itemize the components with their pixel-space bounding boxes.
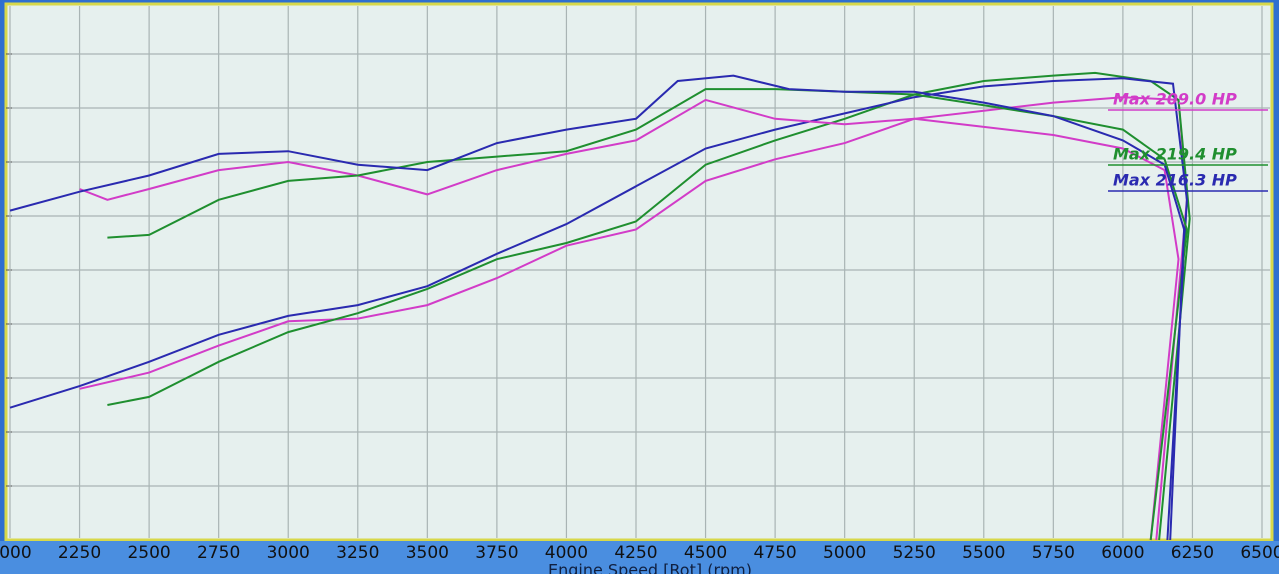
- grid: [6, 6, 1270, 538]
- x-tick-label: 6500: [1240, 543, 1279, 563]
- x-tick-label: 3500: [406, 543, 449, 563]
- legend: Max 209.0 HP Max 219.4 HP Max 216.3 HP: [1108, 90, 1268, 192]
- legend-label: Max 209.0 HP: [1113, 90, 1237, 109]
- series-line: [9, 74, 1186, 541]
- x-tick-label: 2000: [0, 543, 32, 563]
- x-tick-label: 3000: [267, 543, 310, 563]
- x-tick-label: 5000: [823, 543, 866, 563]
- x-tick-label: 5250: [893, 543, 936, 563]
- x-tick-label: 4500: [684, 543, 727, 563]
- legend-label: Max 219.4 HP: [1113, 145, 1237, 164]
- x-tick-label: 2500: [127, 543, 170, 563]
- x-tick-label: 6250: [1171, 543, 1214, 563]
- x-axis-strip: [0, 541, 1279, 574]
- x-tick-label: 3750: [475, 543, 518, 563]
- x-axis: 2000 2250 2500 2750 3000 3250 3500 3750 4000 4250…: [0, 543, 1279, 563]
- x-tick-label: 2250: [58, 543, 101, 563]
- x-tick-label: 2750: [197, 543, 240, 563]
- series-line: [79, 96, 1188, 541]
- x-tick-label: 3250: [336, 543, 379, 563]
- legend-label: Max 216.3 HP: [1113, 171, 1237, 190]
- series-line: [79, 98, 1180, 541]
- lines: [9, 71, 1191, 541]
- x-tick-label: 5500: [962, 543, 1005, 563]
- x-tick-label: 4000: [545, 543, 588, 563]
- x-tick-label: 4250: [614, 543, 657, 563]
- x-tick-label: 5750: [1032, 543, 1075, 563]
- plot-area: [4, 2, 1274, 542]
- series-line: [107, 88, 1188, 541]
- x-axis-label: Engine Speed [Rot] (rpm): [548, 561, 752, 574]
- series-line: [9, 77, 1188, 541]
- x-tick-label: 4750: [753, 543, 796, 563]
- x-tick-label: 6000: [1101, 543, 1144, 563]
